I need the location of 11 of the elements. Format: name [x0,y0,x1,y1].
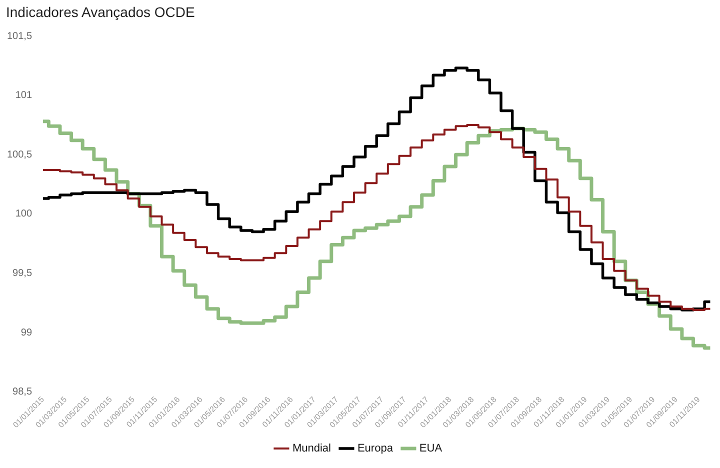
y-tick-label: 98,5 [12,386,32,398]
chart-title: Indicadores Avançados OCDE [6,4,195,20]
y-tick-label: 99 [20,327,32,338]
y-tick-label: 101 [15,90,32,102]
y-tick-label: 99,5 [12,268,32,280]
y-tick-label: 100 [15,208,32,220]
y-tick-label: 101,5 [6,30,32,42]
legend-label: Mundial [292,442,331,455]
legend-label: Europa [357,442,394,455]
y-tick-label: 100,5 [6,149,32,160]
legend-label: EUA [419,442,443,455]
